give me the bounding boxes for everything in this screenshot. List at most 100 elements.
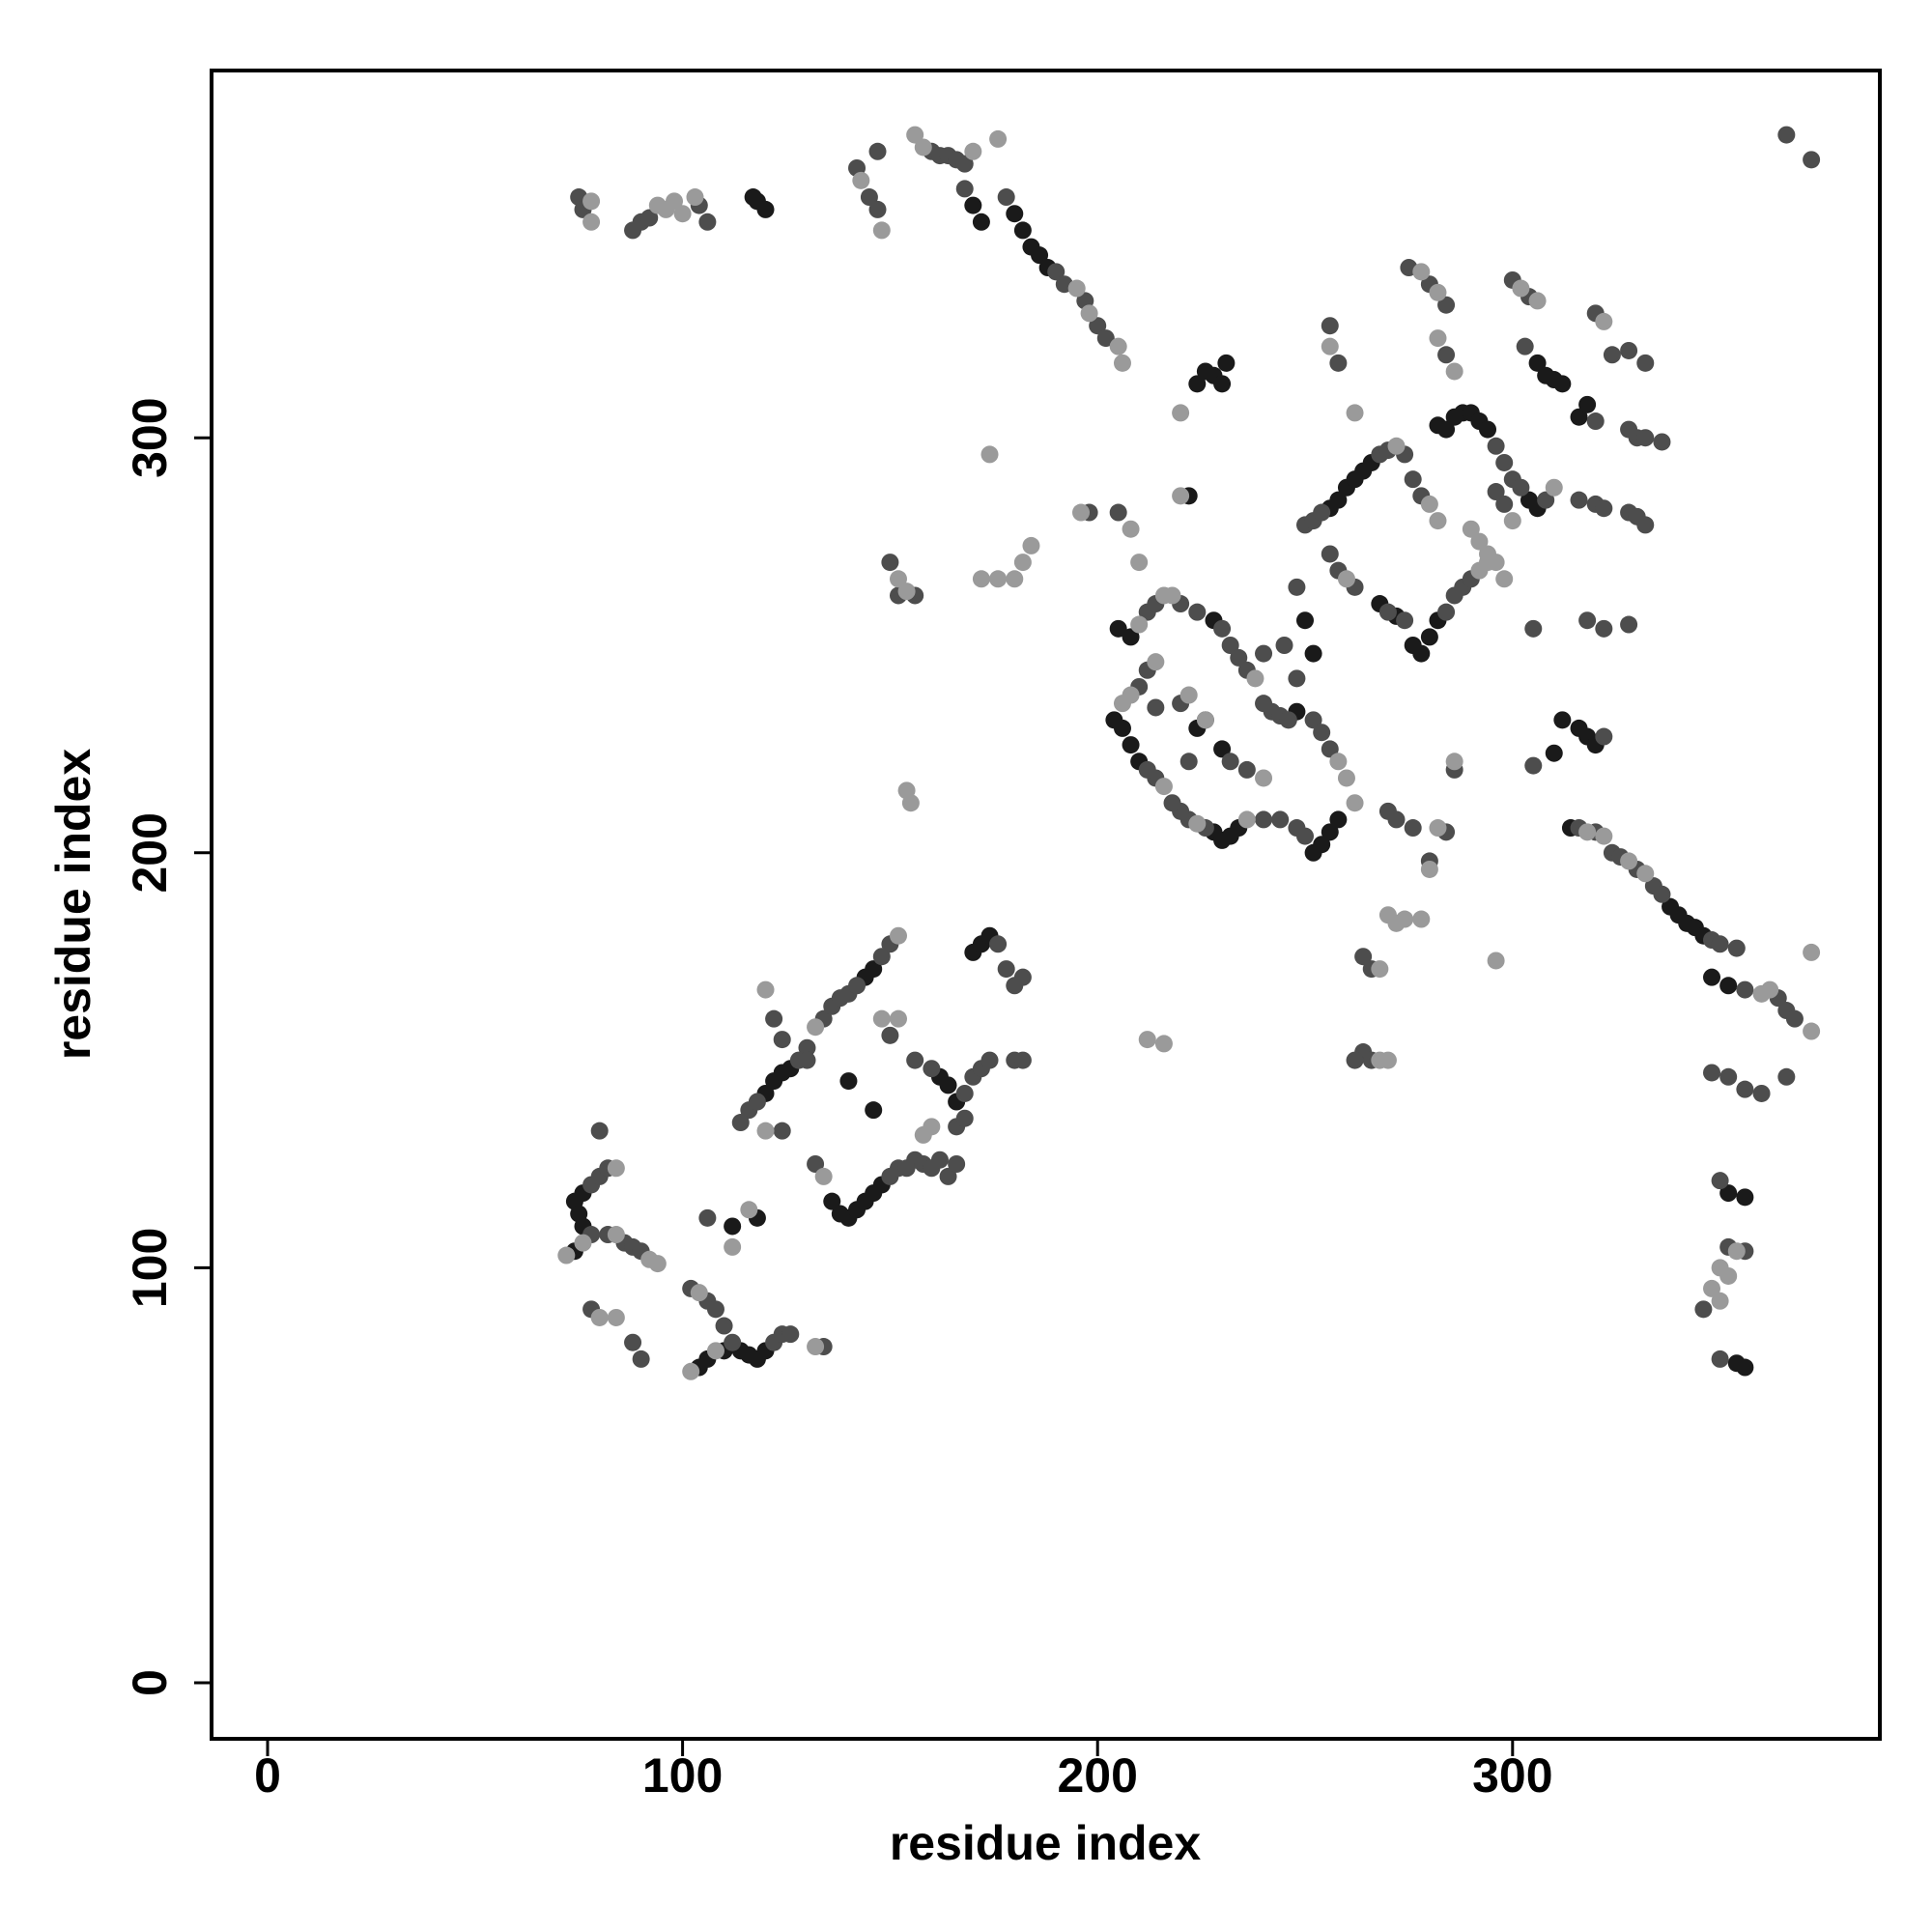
point	[1736, 1188, 1754, 1207]
point	[1620, 615, 1638, 634]
point	[1188, 603, 1207, 621]
point	[1595, 499, 1613, 518]
y-tick-label: 300	[123, 397, 177, 477]
point	[1736, 1358, 1754, 1377]
point	[860, 188, 878, 207]
point	[1777, 1067, 1796, 1086]
point	[1337, 570, 1355, 588]
point	[1503, 512, 1521, 530]
point	[1378, 1051, 1397, 1069]
point	[574, 1234, 592, 1252]
point	[1404, 819, 1422, 838]
point	[1462, 520, 1480, 538]
point	[1255, 644, 1273, 663]
point	[1694, 1300, 1713, 1319]
point	[1495, 495, 1514, 513]
point	[1620, 341, 1638, 359]
point	[632, 1350, 650, 1368]
point	[972, 570, 990, 588]
point	[1537, 491, 1555, 509]
point	[798, 1051, 816, 1069]
point	[1378, 603, 1397, 621]
point	[690, 1284, 708, 1302]
y-tick-label: 200	[123, 812, 177, 893]
point	[607, 1308, 625, 1326]
point	[1396, 910, 1414, 928]
point	[955, 180, 974, 198]
point	[1255, 810, 1273, 829]
point	[989, 129, 1008, 148]
point	[848, 977, 867, 995]
point	[1288, 578, 1306, 596]
point	[1719, 1067, 1738, 1086]
point	[731, 1114, 750, 1132]
point	[1752, 1084, 1771, 1102]
point	[1147, 698, 1165, 717]
point	[1296, 611, 1315, 630]
point	[1412, 644, 1431, 663]
point	[1420, 628, 1438, 646]
point	[1196, 711, 1214, 729]
point	[872, 948, 891, 966]
point	[1479, 420, 1497, 439]
point	[1603, 346, 1621, 364]
point	[1346, 794, 1364, 812]
point	[1221, 753, 1239, 771]
point	[1636, 354, 1655, 372]
point	[1479, 554, 1497, 572]
point	[1122, 736, 1140, 754]
point	[955, 1109, 974, 1127]
point	[1313, 724, 1331, 742]
point	[1553, 711, 1572, 729]
point	[1545, 744, 1563, 762]
point	[923, 1118, 941, 1136]
point	[740, 1201, 758, 1219]
point	[1578, 611, 1597, 630]
point	[1429, 819, 1447, 838]
point	[1495, 570, 1514, 588]
point	[1006, 205, 1024, 223]
point	[1595, 827, 1613, 845]
point	[1437, 296, 1456, 314]
x-tick-label: 100	[642, 1748, 723, 1803]
point	[607, 1159, 625, 1178]
point	[765, 1009, 783, 1028]
point	[1736, 980, 1754, 999]
point	[939, 1076, 957, 1094]
point	[706, 1300, 724, 1319]
point	[930, 1151, 949, 1169]
point	[1138, 1031, 1156, 1049]
point	[1487, 952, 1505, 970]
point	[1703, 968, 1721, 986]
point	[1516, 337, 1534, 355]
x-tick-label: 0	[254, 1748, 281, 1803]
point	[807, 1338, 825, 1356]
point	[1636, 516, 1655, 534]
point	[640, 209, 659, 227]
point	[1711, 935, 1729, 953]
point	[756, 1122, 775, 1140]
point	[868, 200, 887, 218]
point	[839, 1072, 858, 1091]
point	[1089, 317, 1107, 335]
point	[1013, 221, 1032, 240]
point	[1130, 615, 1149, 634]
point	[1313, 836, 1331, 854]
point	[897, 582, 916, 601]
point	[1595, 619, 1613, 638]
point	[648, 1255, 667, 1273]
point	[1420, 860, 1438, 878]
point	[1105, 711, 1123, 729]
point	[1412, 263, 1431, 281]
point	[1636, 865, 1655, 883]
point	[1437, 420, 1456, 439]
point	[906, 126, 924, 144]
point	[1237, 810, 1256, 829]
point	[1122, 520, 1140, 538]
point	[889, 1009, 907, 1028]
point	[1470, 532, 1489, 551]
point	[1727, 939, 1746, 957]
point	[1047, 263, 1065, 281]
point	[1578, 823, 1597, 841]
point	[1346, 404, 1364, 422]
